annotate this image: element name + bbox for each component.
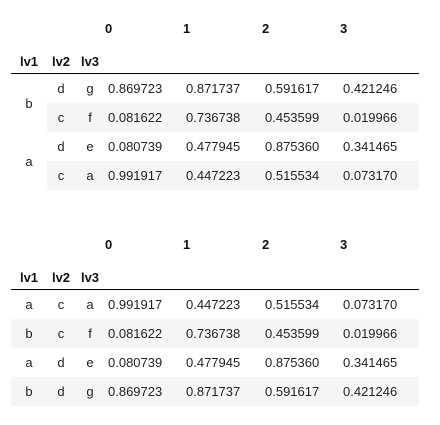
value-cell: 0.591617	[262, 377, 340, 406]
index-cell-lv3: g	[75, 377, 105, 406]
table-row: a d e 0.080739 0.477945 0.875360 0.34146…	[11, 348, 419, 377]
value-cell: 0.073170	[340, 161, 419, 190]
index-cell-lv3: e	[86, 355, 94, 370]
index-cell-lv2: d	[57, 355, 65, 370]
value-cell: 0.081622	[105, 103, 183, 132]
column-header: 0	[105, 237, 113, 252]
index-cell-lv2: c	[47, 289, 75, 319]
column-header: 3	[340, 237, 348, 252]
value-cell: 0.515534	[262, 161, 340, 190]
index-cell-lv2: d	[47, 73, 75, 103]
table-row: b d g 0.869723 0.871737 0.591617 0.42124…	[11, 73, 419, 132]
index-name: lv3	[80, 53, 100, 69]
value-cell: 0.453599	[262, 319, 340, 348]
table-row: c f 0.081622 0.736738 0.453599 0.019966	[11, 103, 419, 132]
index-name: lv1	[19, 269, 39, 285]
table-row: a c a 0.991917 0.447223 0.515534 0.07317…	[11, 289, 419, 319]
column-header-row: 0 1 2 3	[11, 8, 419, 49]
value-cell: 0.871737	[183, 73, 262, 103]
value-cell: 0.421246	[340, 377, 419, 406]
column-header-row: 0 1 2 3	[11, 224, 419, 265]
index-cell-lv3: e	[86, 139, 94, 154]
value-cell: 0.591617	[262, 73, 340, 103]
table-row: b c f 0.081622 0.736738 0.453599 0.01996…	[11, 319, 419, 348]
index-cell-lv1: a	[11, 289, 47, 319]
table-row: b d g 0.869723 0.871737 0.591617 0.42124…	[11, 377, 419, 406]
index-name: lv2	[51, 53, 71, 69]
index-cell-lv1: a	[11, 132, 47, 190]
value-cell: 0.019966	[340, 103, 419, 132]
index-cell-lv2: c	[47, 103, 75, 132]
value-cell: 0.871737	[183, 377, 262, 406]
value-cell: 0.477945	[186, 355, 241, 370]
value-cell: 0.991917	[105, 289, 183, 319]
value-cell: 0.447223	[183, 161, 262, 190]
index-cell-lv1: b	[11, 377, 47, 406]
column-header: 2	[262, 21, 270, 36]
column-header: 0	[105, 21, 113, 36]
value-cell: 0.019966	[340, 319, 419, 348]
value-cell: 0.341465	[343, 139, 398, 154]
value-cell: 0.736738	[183, 103, 262, 132]
value-cell: 0.453599	[262, 103, 340, 132]
value-cell: 0.080739	[108, 355, 163, 370]
value-cell: 0.477945	[186, 139, 241, 154]
value-cell: 0.447223	[183, 289, 262, 319]
value-cell: 0.875360	[265, 139, 320, 154]
value-cell: 0.080739	[108, 139, 163, 154]
value-cell: 0.515534	[262, 289, 340, 319]
index-cell-lv2: d	[47, 377, 75, 406]
index-cell-lv1: b	[11, 319, 47, 348]
index-name: lv2	[51, 269, 71, 285]
table-row: c a 0.991917 0.447223 0.515534 0.073170	[11, 161, 419, 190]
column-header: 1	[183, 237, 191, 252]
index-cell-lv2: c	[47, 161, 75, 190]
value-cell: 0.073170	[340, 289, 419, 319]
index-names-row: lv1 lv2 lv3	[11, 265, 419, 290]
index-cell-lv1: b	[11, 73, 47, 132]
value-cell: 0.081622	[105, 319, 183, 348]
value-cell: 0.875360	[265, 355, 320, 370]
column-header: 2	[262, 237, 270, 252]
index-names-row: lv1 lv2 lv3	[11, 49, 419, 74]
index-cell-lv1: a	[25, 355, 33, 370]
index-cell-lv3: f	[75, 319, 105, 348]
index-name: lv1	[19, 53, 39, 69]
dataframe-table-1: 0 1 2 3 lv1 lv2 lv3 b d g 0.869723 0.8	[11, 8, 419, 190]
value-cell: 0.736738	[183, 319, 262, 348]
column-header: 1	[183, 21, 191, 36]
value-cell: 0.421246	[340, 73, 419, 103]
value-cell: 0.869723	[105, 377, 183, 406]
column-header: 3	[340, 21, 348, 36]
dataframe-table-2: 0 1 2 3 lv1 lv2 lv3 a c a 0.991917 0.4	[11, 224, 419, 406]
index-name: lv3	[80, 269, 100, 285]
index-cell-lv3: a	[75, 289, 105, 319]
table-row: a d e 0.080739 0.477945 0.875360 0.34146…	[11, 132, 419, 190]
index-cell-lv2: c	[47, 319, 75, 348]
value-cell: 0.991917	[105, 161, 183, 190]
value-cell: 0.869723	[105, 73, 183, 103]
value-cell: 0.341465	[343, 355, 398, 370]
index-cell-lv3: a	[75, 161, 105, 190]
index-cell-lv3: f	[75, 103, 105, 132]
index-cell-lv3: g	[75, 73, 105, 103]
index-cell-lv2: d	[57, 139, 65, 154]
